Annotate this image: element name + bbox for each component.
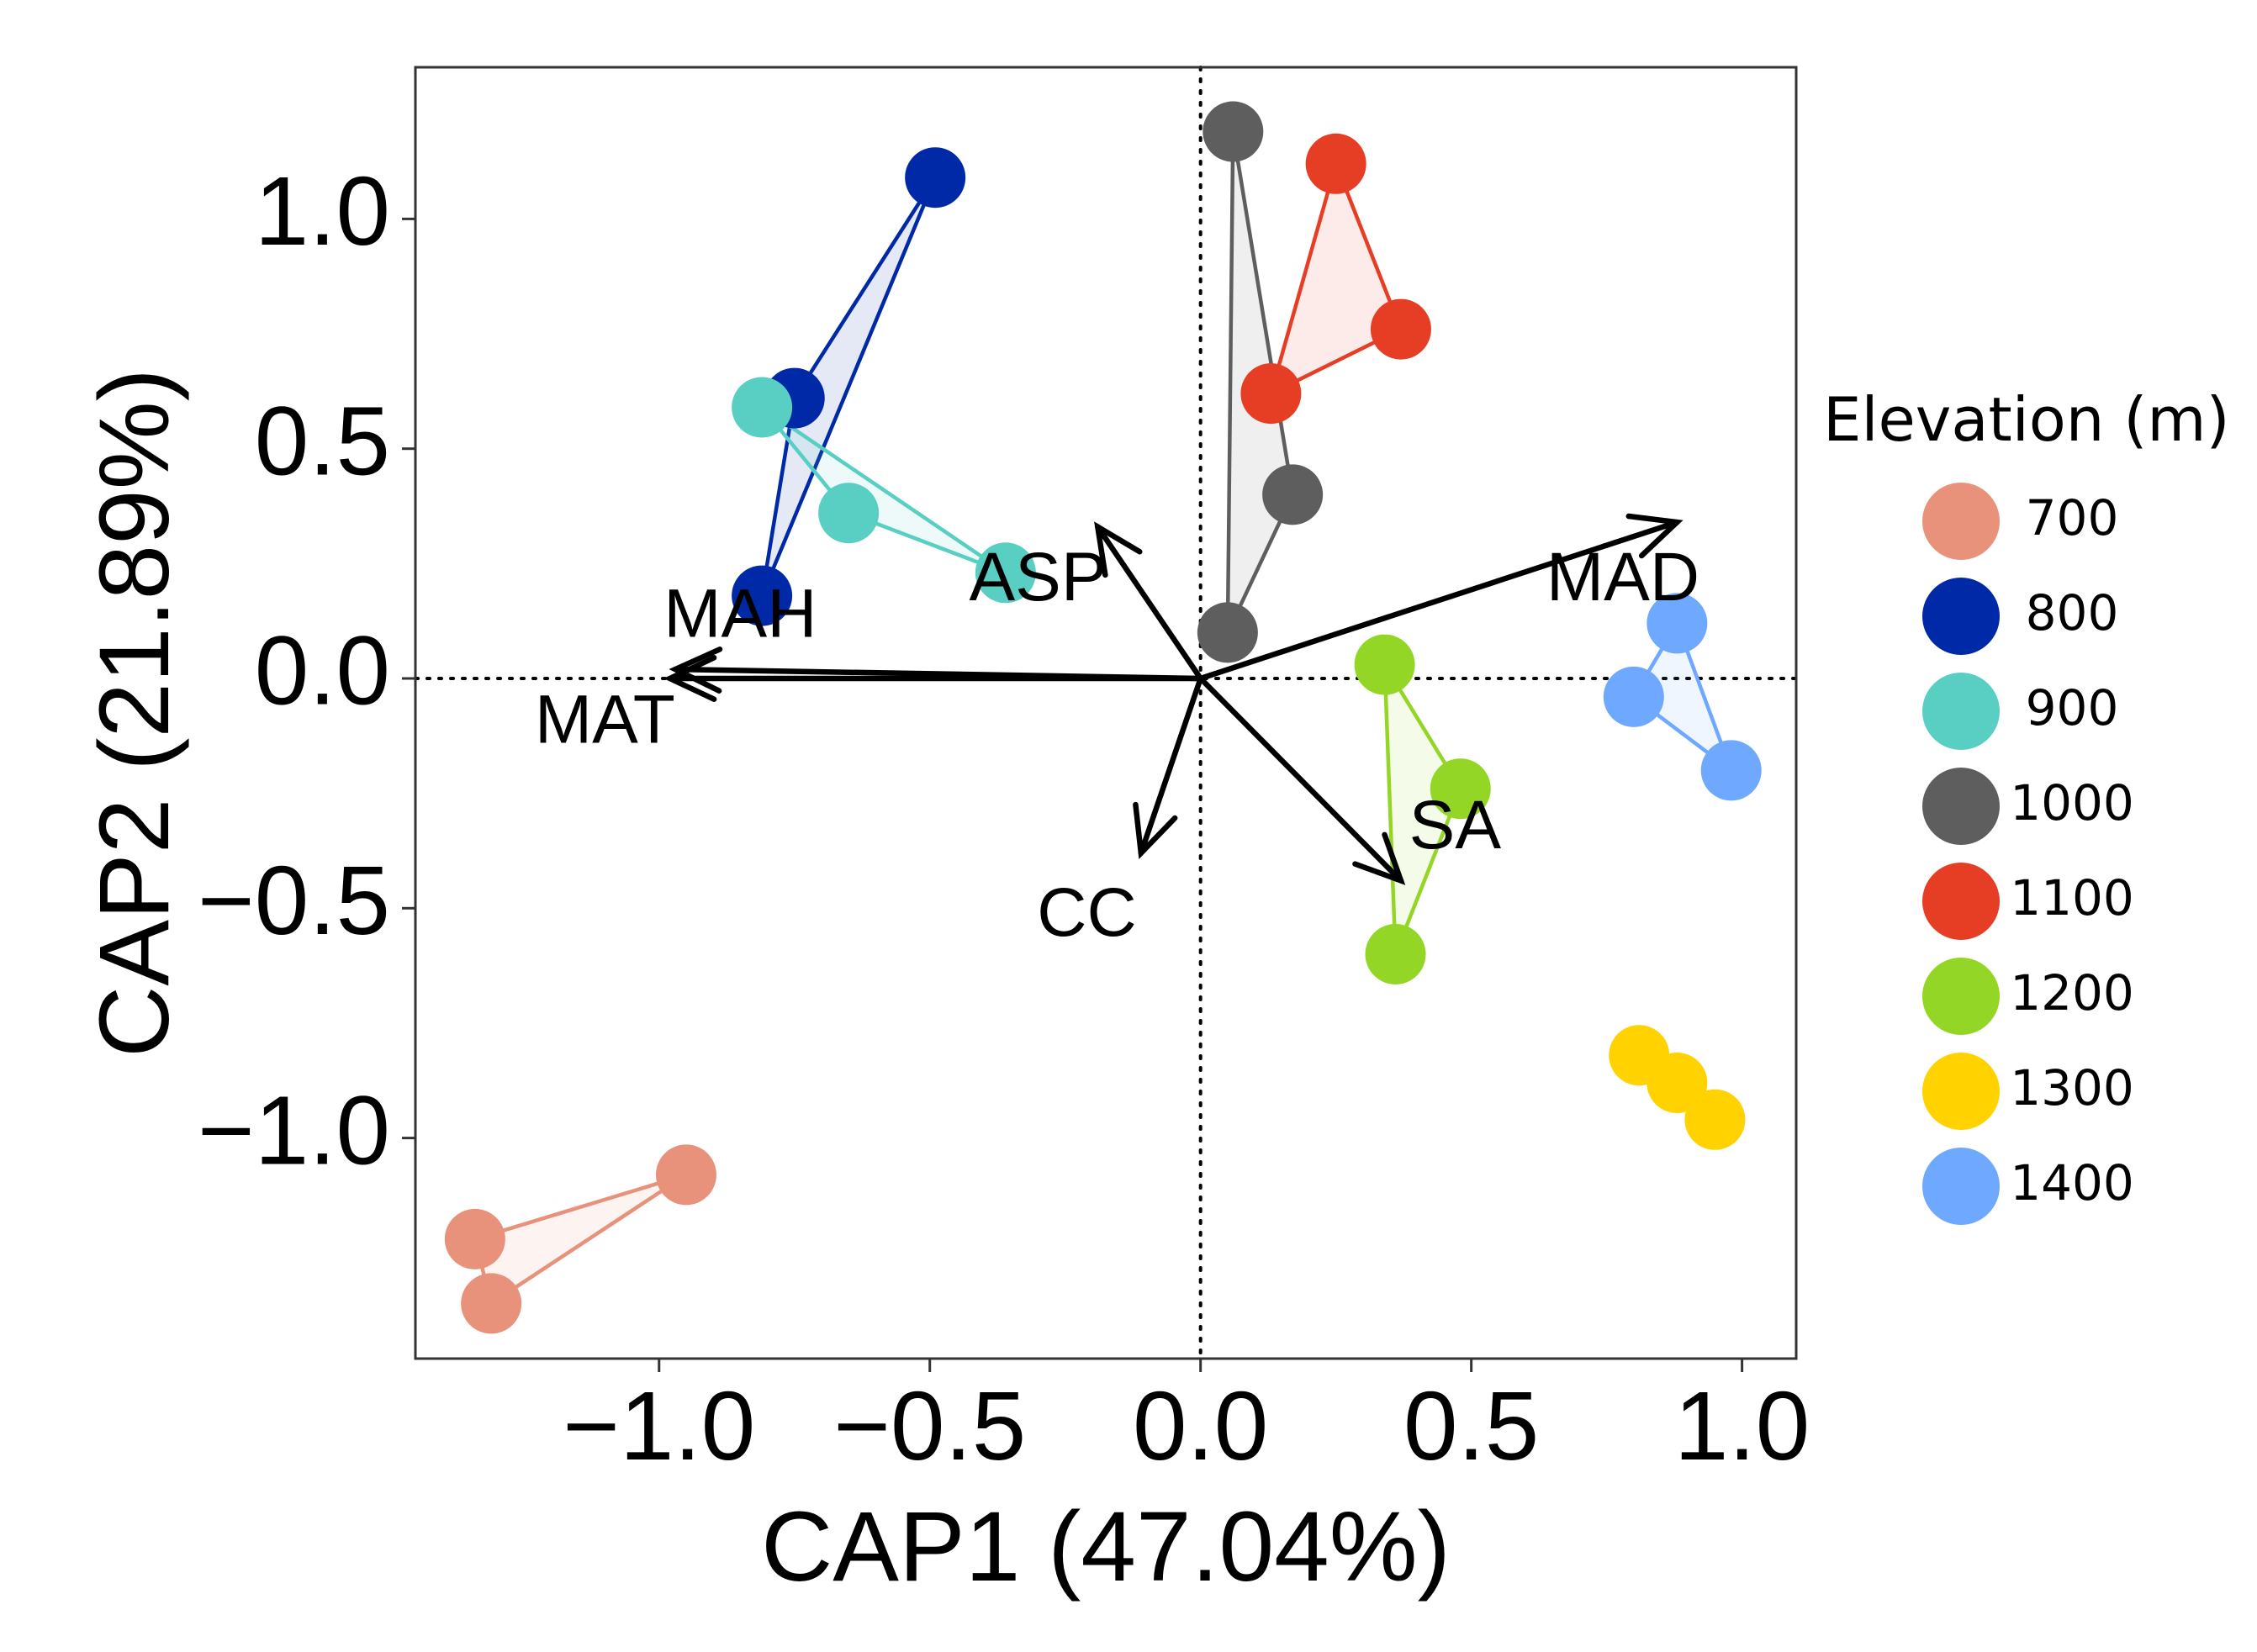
legend-key-900 (1922, 673, 2000, 750)
vector-label-cc: CC (1037, 874, 1136, 951)
legend-label-700: 700 (2026, 489, 2119, 546)
legend-label-1000: 1000 (2010, 774, 2134, 831)
y-tick-label: −1.0 (198, 1075, 390, 1185)
legend-item-1200: 1200 (1922, 958, 2134, 1035)
legend-item-1400: 1400 (1922, 1148, 2134, 1225)
x-tick-label: −1.0 (563, 1371, 755, 1480)
point-1200-2 (1430, 758, 1491, 820)
point-800-1 (905, 147, 966, 208)
vector-arrowhead-mad (1625, 513, 1684, 559)
y-tick-label: −0.5 (198, 846, 390, 955)
point-1300-2 (1646, 1053, 1708, 1114)
vector-label-sa: SA (1409, 787, 1502, 863)
legend-label-800: 800 (2026, 584, 2119, 641)
vector-label-mad: MAD (1546, 539, 1699, 615)
plot-panel (415, 67, 1796, 1359)
legend-key-1000 (1922, 768, 2000, 845)
vector-label-mah: MAH (663, 576, 817, 652)
legend-item-1300: 1300 (1922, 1053, 2134, 1130)
legend-key-1200 (1922, 958, 2000, 1035)
vector-asp (1095, 524, 1203, 682)
hull-700 (473, 1173, 689, 1306)
point-1000-2 (1262, 464, 1324, 525)
vector-arrowhead-mat (663, 655, 717, 702)
vector-arrowhead-mah (669, 647, 723, 694)
legend-item-700: 700 (1922, 483, 2118, 560)
point-700-1 (655, 1144, 716, 1206)
point-1000-1 (1202, 101, 1264, 162)
point-900-3 (975, 542, 1036, 604)
point-1100-1 (1305, 133, 1366, 194)
legend-label-1100: 1100 (2010, 869, 2134, 926)
legend-item-1100: 1100 (1922, 863, 2134, 940)
point-1200-1 (1354, 634, 1415, 695)
legend-item-1000: 1000 (1922, 768, 2134, 845)
point-1400-1 (1646, 593, 1708, 654)
hull-800 (759, 175, 938, 598)
point-1100-3 (1240, 363, 1302, 425)
legend-key-700 (1922, 483, 2000, 560)
hull-900 (759, 405, 1008, 575)
y-tick-label: 0.5 (255, 386, 390, 495)
legend-label-900: 900 (2026, 679, 2119, 736)
vector-arrowhead-cc (1133, 801, 1178, 859)
x-tick-label: 1.0 (1674, 1371, 1810, 1480)
x-tick-label: −0.5 (833, 1371, 1026, 1480)
vector-label-asp: ASP (969, 539, 1107, 615)
point-900-1 (732, 377, 793, 438)
legend-label-1200: 1200 (2010, 964, 2134, 1021)
point-1000-3 (1197, 602, 1258, 663)
y-tick-label: 1.0 (255, 156, 390, 266)
x-tick-label: 0.5 (1403, 1371, 1539, 1480)
x-tick-label: 0.0 (1133, 1371, 1268, 1480)
x-axis-title: CAP1 (47.04%) (761, 1491, 1451, 1602)
vector-cc (1138, 675, 1203, 856)
point-1100-2 (1370, 298, 1431, 360)
legend-item-900: 900 (1922, 673, 2118, 750)
hull-1400 (1631, 621, 1733, 773)
point-900-2 (818, 483, 880, 544)
y-tick-label: 0.0 (255, 616, 390, 726)
vector-sa (1197, 675, 1404, 884)
point-1400-2 (1603, 666, 1664, 727)
point-700-2 (444, 1208, 505, 1269)
vector-label-mat: MAT (535, 681, 675, 757)
legend-key-1100 (1922, 863, 2000, 940)
legend-key-1300 (1922, 1053, 2000, 1130)
legend-key-800 (1922, 578, 2000, 655)
point-800-3 (732, 565, 793, 626)
legend-item-800: 800 (1922, 578, 2118, 655)
vector-mad (1197, 519, 1680, 682)
panel-border (414, 66, 1798, 1360)
legend-label-1400: 1400 (2010, 1154, 2134, 1211)
hull-1100 (1269, 161, 1403, 396)
y-axis-title: CAP2 (21.89%) (79, 368, 190, 1058)
point-1200-3 (1365, 923, 1426, 984)
legend-label-1300: 1300 (2010, 1059, 2134, 1116)
vector-arrowhead-asp (1094, 521, 1143, 578)
point-1300-3 (1684, 1089, 1746, 1150)
vector-arrowhead-sa (1352, 831, 1406, 885)
legend-key-1400 (1922, 1148, 2000, 1225)
legend-title: Elevation (m) (1823, 384, 2230, 455)
point-1400-3 (1700, 740, 1762, 801)
point-700-3 (461, 1273, 522, 1334)
